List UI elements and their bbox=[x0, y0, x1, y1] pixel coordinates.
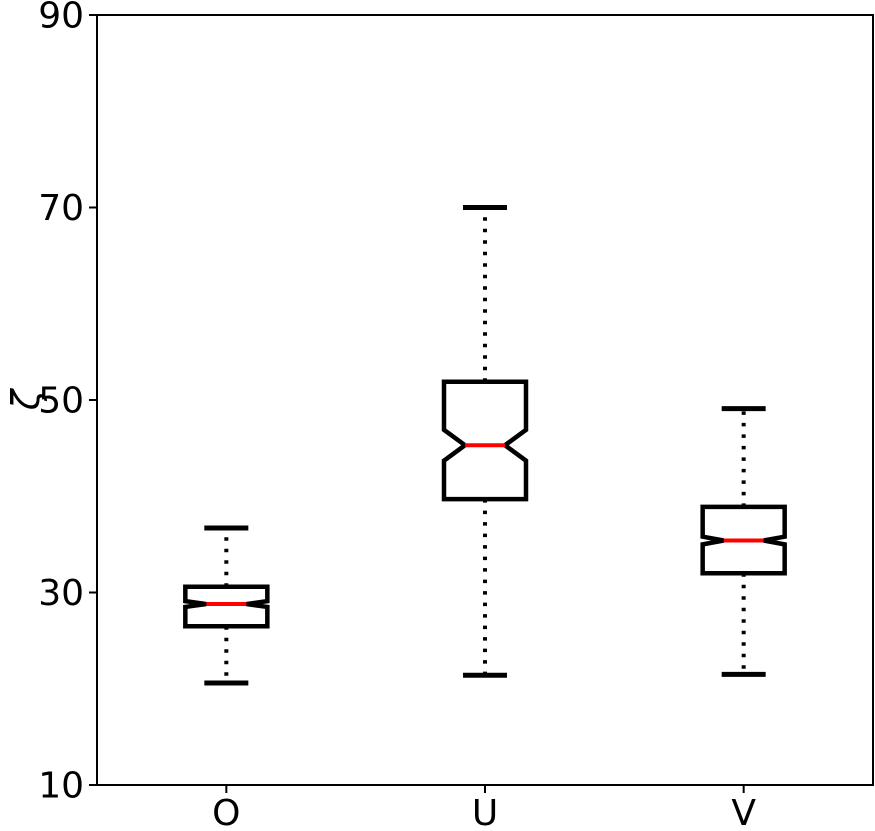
x-axis-category-label: O bbox=[212, 793, 240, 831]
boxplot-U bbox=[441, 205, 529, 678]
axes-spines bbox=[96, 14, 874, 786]
y-axis-tick-label: 90 bbox=[38, 0, 84, 37]
y-axis-tick-label: 10 bbox=[38, 766, 84, 807]
boxplot-O bbox=[183, 525, 270, 686]
x-axis-category-label: U bbox=[472, 793, 498, 831]
y-axis-tick-label: 70 bbox=[38, 188, 84, 229]
x-axis-category-label: V bbox=[731, 793, 756, 831]
y-axis-tick-label: 50 bbox=[38, 381, 84, 422]
y-axis-tick-label: 30 bbox=[38, 573, 84, 614]
notched-box bbox=[441, 379, 529, 502]
y-axis-label: ζ bbox=[4, 387, 48, 411]
boxplot-V bbox=[700, 406, 787, 677]
notched-box bbox=[183, 584, 270, 629]
